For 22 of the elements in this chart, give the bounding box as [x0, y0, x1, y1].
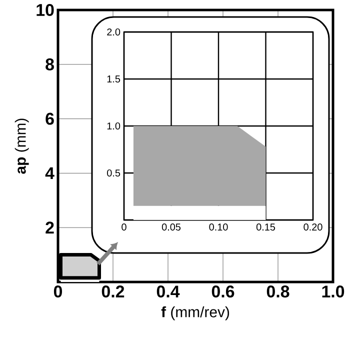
x-tick-label: 0 — [122, 224, 126, 231]
x-tick-label: 0.4 — [156, 286, 180, 298]
y-tick-label: 4 — [45, 167, 54, 180]
y-tick-label: 1.0 — [107, 122, 120, 130]
x-tick-label: 0.6 — [212, 286, 234, 298]
x-tick-label: 0.05 — [162, 224, 181, 231]
y-tick-label: 2.0 — [107, 28, 120, 36]
x-tick-label: 0.20 — [304, 224, 322, 231]
y-tick-label: 10 — [36, 4, 54, 16]
x-axis-title: f (mm/rev) — [161, 306, 230, 320]
y-tick-label: 0.5 — [107, 169, 120, 177]
y-tick-label: 8 — [46, 58, 54, 70]
x-tick-label: 0.15 — [256, 224, 276, 231]
y-tick-label: 1.5 — [107, 76, 120, 82]
x-tick-label: 0.8 — [266, 286, 290, 298]
x-tick-label: 0.10 — [209, 224, 228, 231]
x-tick-label: 0 — [54, 286, 62, 298]
y-axis-title: ap (mm) — [14, 118, 29, 174]
x-tick-label: 1.0 — [322, 286, 344, 298]
y-tick-label: 6 — [46, 112, 54, 125]
y-tick-label: 2 — [46, 222, 54, 234]
x-tick-label: 0.2 — [102, 286, 124, 298]
